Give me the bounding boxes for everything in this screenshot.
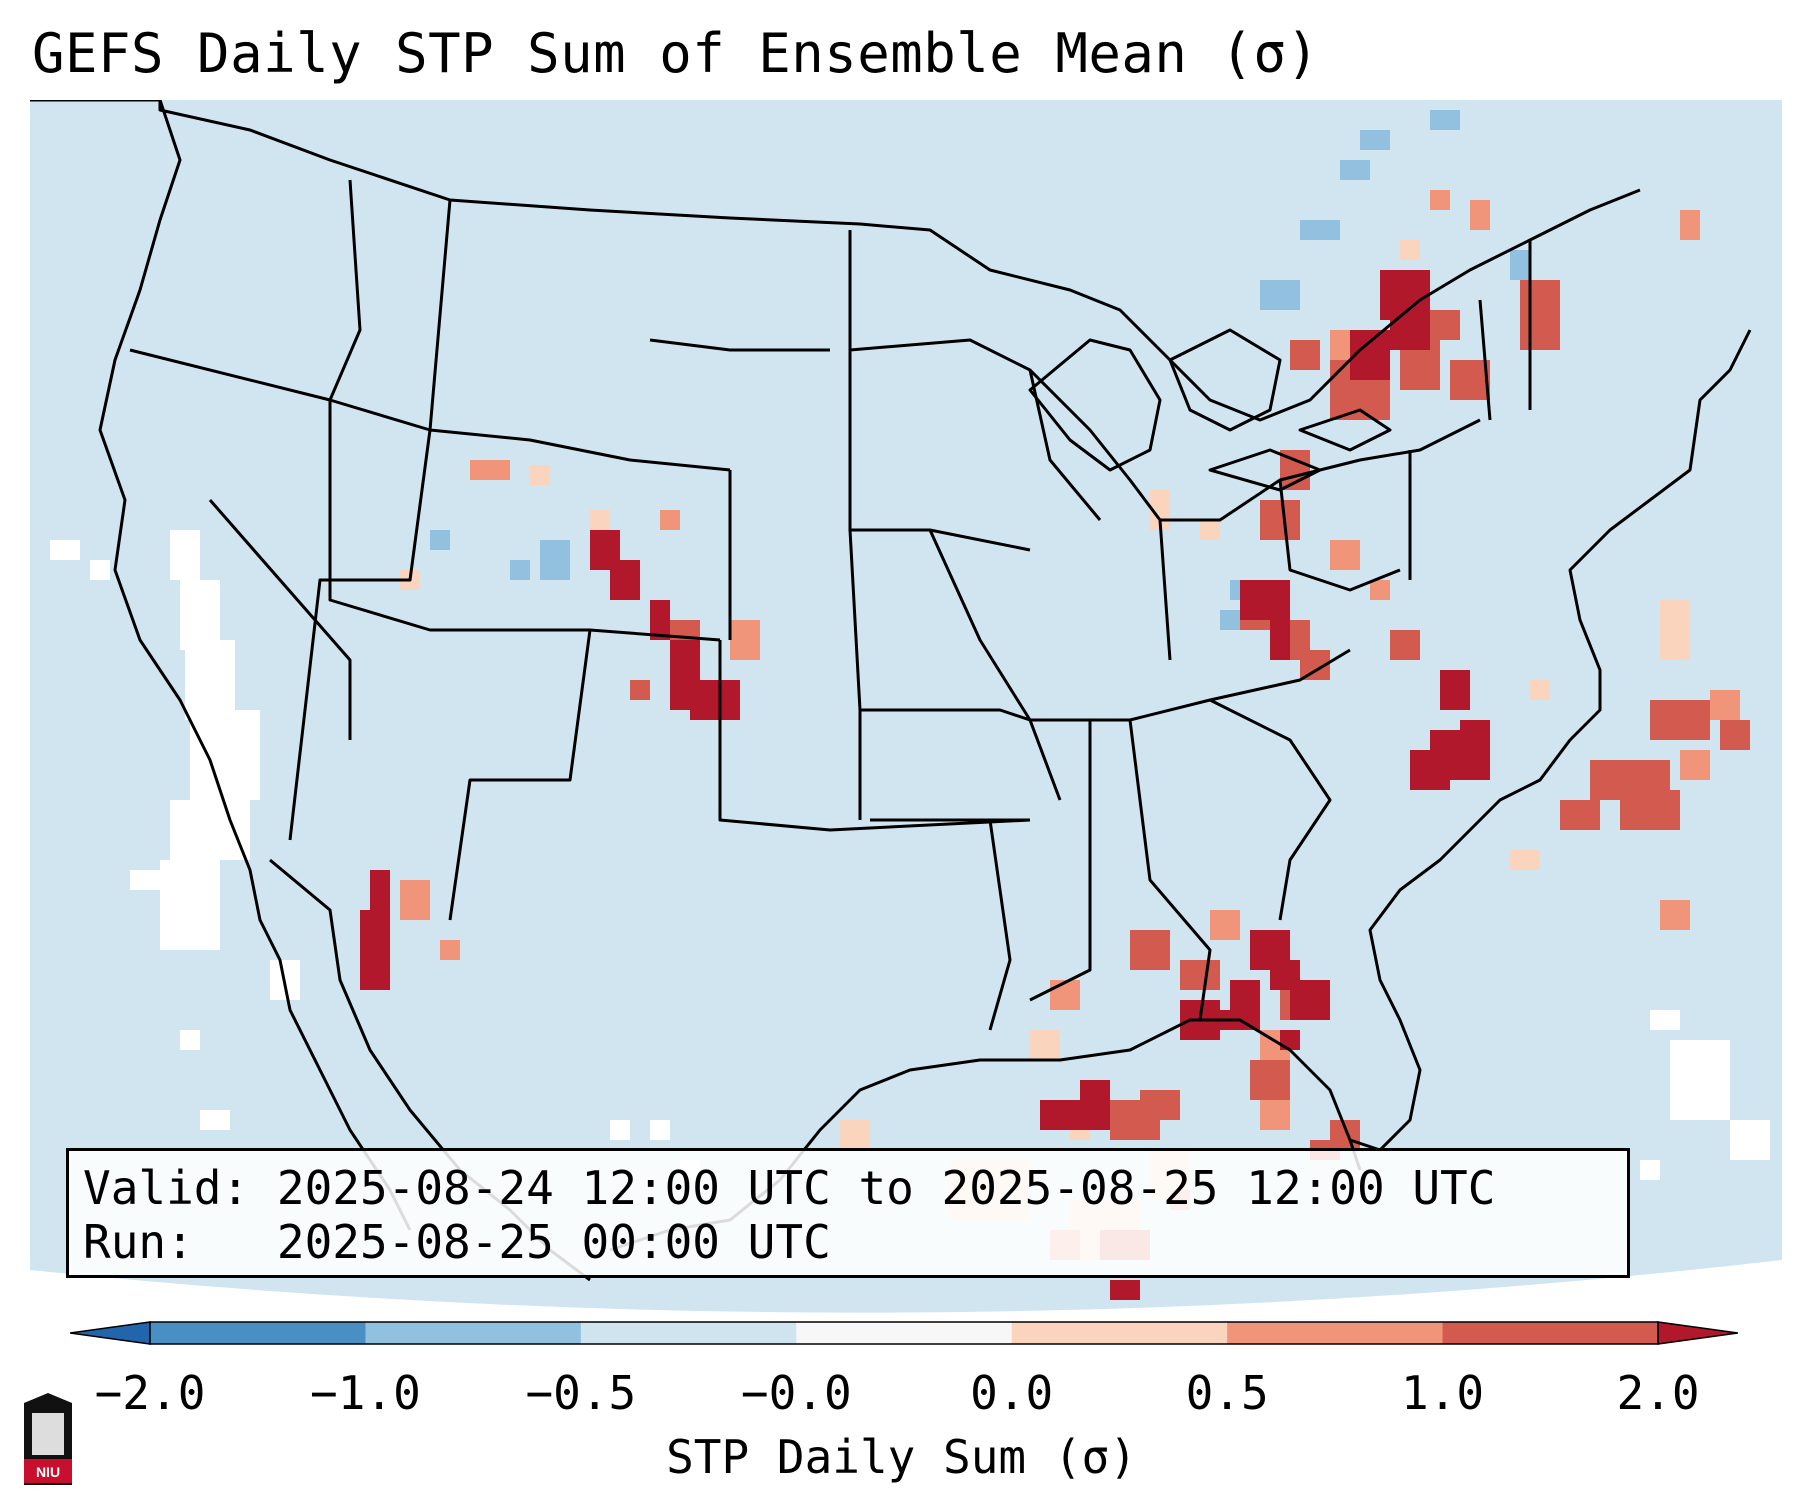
colorbar-tick-label: −0.0 bbox=[740, 1366, 852, 1420]
state-lines-west bbox=[129, 179, 1031, 921]
colorbar bbox=[70, 1321, 1738, 1345]
colorbar-segment bbox=[1227, 1322, 1444, 1344]
run-label: Run: bbox=[83, 1215, 194, 1269]
colorbar-segment bbox=[580, 1322, 797, 1344]
colorbar-segment bbox=[1442, 1322, 1659, 1344]
colorbar-tick-label: 0.5 bbox=[1185, 1366, 1269, 1420]
colorbar-tick-label: 0.0 bbox=[970, 1366, 1054, 1420]
colorbar-segment bbox=[150, 1322, 366, 1344]
colorbar-tick-label: −0.5 bbox=[525, 1366, 637, 1420]
logo-text: NIU bbox=[36, 1464, 60, 1480]
colorbar-tick-label: 2.0 bbox=[1616, 1366, 1700, 1420]
colorbar-label: STP Daily Sum (σ) bbox=[666, 1430, 1137, 1484]
valid-label: Valid: bbox=[83, 1161, 250, 1215]
projection-edge bbox=[30, 1260, 1782, 1318]
state-lines-east bbox=[1028, 240, 1532, 661]
colorbar-segment bbox=[796, 1322, 1013, 1344]
pacific-neutral-pixels bbox=[50, 530, 1770, 1180]
florida bbox=[1349, 329, 1752, 1152]
logo-building bbox=[32, 1413, 64, 1455]
colorbar-outline bbox=[149, 1321, 1659, 1345]
map-title: GEFS Daily STP Sum of Ensemble Mean (σ) bbox=[32, 22, 1320, 85]
colorbar-segments bbox=[150, 1322, 1659, 1344]
valid-run-info-box: Valid: 2025-08-24 12:00 UTC to 2025-08-2… bbox=[66, 1148, 1630, 1278]
map-panel[interactable] bbox=[30, 100, 1782, 1318]
great-lakes bbox=[1028, 328, 1392, 492]
negative-pixels bbox=[430, 110, 1530, 630]
boundaries bbox=[30, 100, 1752, 1282]
colorbar-over-arrow bbox=[1657, 1321, 1738, 1345]
run-value: 2025-08-25 00:00 UTC bbox=[276, 1215, 831, 1269]
colorbar-under-arrow bbox=[70, 1321, 151, 1345]
valid-value: 2025-08-24 12:00 UTC to 2025-08-25 12:00… bbox=[276, 1161, 1496, 1215]
stp-pixels bbox=[50, 110, 1770, 1300]
colorbar-tick-label: −2.0 bbox=[94, 1366, 206, 1420]
map-svg bbox=[30, 100, 1782, 1318]
colorbar-segment bbox=[1011, 1322, 1228, 1344]
peak-positive-pixels bbox=[360, 270, 1490, 1300]
colorbar-tick-label: −1.0 bbox=[310, 1366, 421, 1420]
colorbar-tick-label: 1.0 bbox=[1401, 1366, 1485, 1420]
colorbar-segment bbox=[365, 1322, 582, 1344]
canada-us-border bbox=[30, 100, 1641, 422]
logo-band bbox=[24, 1459, 72, 1483]
niu-logo: NIU bbox=[24, 1393, 72, 1485]
west-coastline bbox=[98, 100, 412, 1231]
